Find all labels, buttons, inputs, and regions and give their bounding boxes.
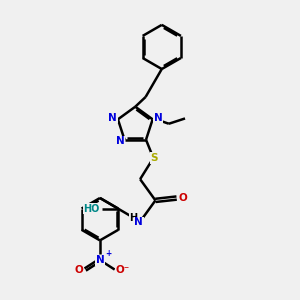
- Text: HO: HO: [83, 204, 100, 214]
- Text: O: O: [179, 193, 188, 203]
- Text: H: H: [130, 213, 138, 223]
- Text: O⁻: O⁻: [115, 265, 129, 275]
- Text: N: N: [108, 113, 117, 123]
- Text: +: +: [105, 249, 111, 258]
- Text: N: N: [134, 217, 143, 227]
- Text: S: S: [150, 153, 158, 163]
- Text: N: N: [116, 136, 124, 146]
- Text: N: N: [154, 113, 162, 123]
- Text: O: O: [75, 265, 84, 275]
- Text: N: N: [96, 255, 104, 265]
